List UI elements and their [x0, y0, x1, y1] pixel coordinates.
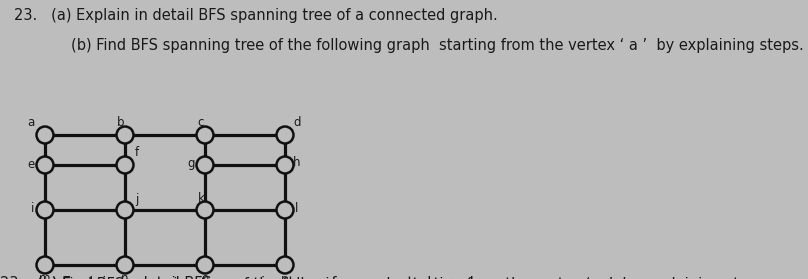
- Circle shape: [116, 256, 133, 273]
- Text: p: p: [281, 273, 288, 279]
- Circle shape: [276, 157, 293, 174]
- Circle shape: [196, 256, 213, 273]
- Circle shape: [116, 157, 133, 174]
- Text: b: b: [117, 117, 124, 129]
- Text: a: a: [27, 117, 35, 129]
- Text: e: e: [27, 158, 35, 172]
- Circle shape: [36, 157, 53, 174]
- Text: l: l: [295, 201, 299, 215]
- Circle shape: [116, 126, 133, 143]
- Text: (b) Find BFS spanning tree of the following graph  starting from the vertex ‘ a : (b) Find BFS spanning tree of the follow…: [34, 38, 804, 53]
- Text: n: n: [121, 273, 128, 279]
- Text: k: k: [198, 191, 204, 205]
- Text: j: j: [135, 194, 139, 206]
- Text: 23.   (a) Explain in detail BFS spanning tree of a connected graph.: 23. (a) Explain in detail BFS spanning t…: [14, 8, 498, 23]
- Circle shape: [196, 157, 213, 174]
- Text: f: f: [135, 146, 139, 160]
- Circle shape: [196, 201, 213, 218]
- Circle shape: [276, 201, 293, 218]
- Circle shape: [116, 201, 133, 218]
- Text: h: h: [293, 157, 301, 170]
- Text: (b) Find BFS spanning tree of the following graph  starting from the vertex ‘ a : (b) Find BFS spanning tree of the follow…: [1, 276, 770, 279]
- Circle shape: [276, 256, 293, 273]
- Circle shape: [36, 201, 53, 218]
- Text: m: m: [40, 273, 51, 279]
- Text: i: i: [32, 201, 35, 215]
- Text: g: g: [187, 157, 195, 170]
- Text: c: c: [198, 117, 204, 129]
- Circle shape: [36, 256, 53, 273]
- Text: d: d: [293, 117, 301, 129]
- Text: o: o: [201, 273, 208, 279]
- Text: 23.   (a) Explain in detail BFS spanning tree of a connected graph.: 23. (a) Explain in detail BFS spanning t…: [0, 276, 484, 279]
- Circle shape: [36, 126, 53, 143]
- Circle shape: [276, 126, 293, 143]
- Circle shape: [196, 126, 213, 143]
